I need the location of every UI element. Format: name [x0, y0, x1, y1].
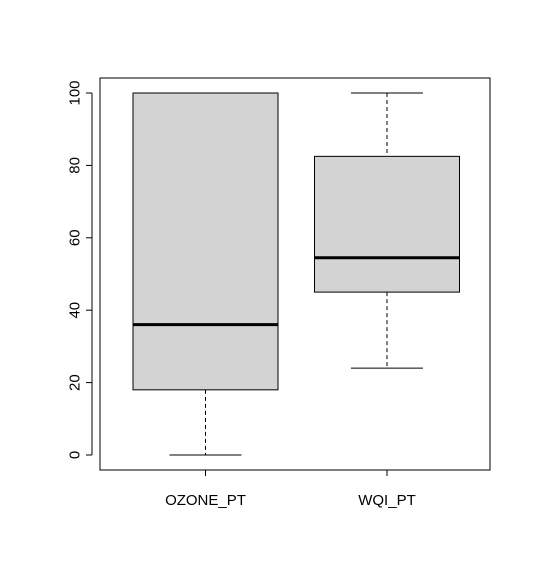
y-tick-label: 80 — [67, 157, 84, 174]
y-axis: 0 20 40 60 80 100 — [67, 80, 93, 459]
box-ozone-pt — [132, 92, 279, 456]
y-tick-label: 0 — [67, 451, 84, 459]
x-tick-label: WQI_PT — [358, 492, 416, 509]
y-tick-label: 100 — [67, 80, 84, 105]
y-tick-label: 20 — [67, 374, 84, 391]
plot-frame — [99, 77, 491, 471]
iqr-box — [132, 92, 279, 391]
iqr-box — [314, 155, 460, 293]
boxes — [132, 92, 460, 456]
y-tick-label: 40 — [67, 302, 84, 319]
y-tick-label: 60 — [67, 229, 84, 246]
x-axis: OZONE_PT WQI_PT — [165, 470, 416, 509]
box-wqi-pt — [314, 92, 460, 369]
x-tick-label: OZONE_PT — [165, 492, 246, 509]
